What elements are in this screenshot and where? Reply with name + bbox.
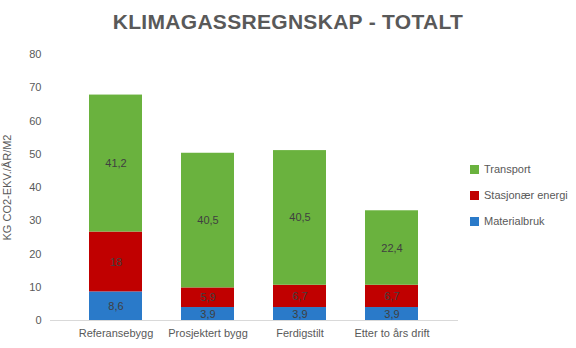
svg-text:6,7: 6,7 xyxy=(384,290,399,302)
svg-text:80: 80 xyxy=(29,48,41,60)
svg-text:Referansebygg: Referansebygg xyxy=(79,327,154,339)
svg-text:40: 40 xyxy=(29,181,41,193)
svg-text:Etter to års drift: Etter to års drift xyxy=(354,327,429,339)
html-text:Stasjonær energi: Stasjonær energi xyxy=(484,189,568,201)
svg-text:0: 0 xyxy=(35,314,41,326)
svg-text:KG CO2-EKV./ÅR/M2: KG CO2-EKV./ÅR/M2 xyxy=(1,135,13,241)
svg-text:5,9: 5,9 xyxy=(200,291,215,303)
svg-text:50: 50 xyxy=(29,148,41,160)
html-text:Materialbruk: Materialbruk xyxy=(484,215,545,227)
html-text:Transport: Transport xyxy=(484,163,531,175)
svg-text:3,9: 3,9 xyxy=(292,308,307,320)
svg-text:Prosjektert bygg: Prosjektert bygg xyxy=(168,327,247,339)
svg-text:6,7: 6,7 xyxy=(292,290,307,302)
svg-text:Ferdigstilt: Ferdigstilt xyxy=(276,327,324,339)
svg-text:20: 20 xyxy=(29,248,41,260)
svg-text:30: 30 xyxy=(29,214,41,226)
svg-text:18: 18 xyxy=(110,256,122,268)
svg-text:41,2: 41,2 xyxy=(105,157,126,169)
svg-text:3,9: 3,9 xyxy=(200,308,215,320)
svg-text:10: 10 xyxy=(29,281,41,293)
svg-text:60: 60 xyxy=(29,115,41,127)
html-text:KLIMAGASSREGNSKAP - TOTALT: KLIMAGASSREGNSKAP - TOTALT xyxy=(112,10,464,33)
svg-text:40,5: 40,5 xyxy=(289,211,310,223)
svg-text:8,6: 8,6 xyxy=(108,300,123,312)
svg-text:22,4: 22,4 xyxy=(381,242,402,254)
svg-text:40,5: 40,5 xyxy=(197,214,218,226)
svg-text:70: 70 xyxy=(29,81,41,93)
svg-text:3,9: 3,9 xyxy=(384,308,399,320)
